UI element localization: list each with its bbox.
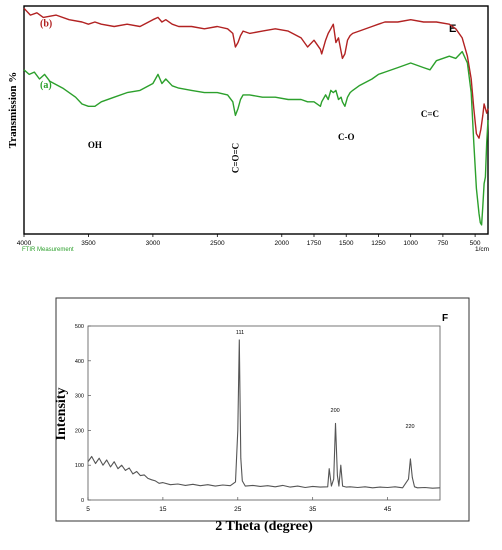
ftir-x-tick-label: 2500	[210, 240, 225, 247]
ftir-x-tick-label: 750	[437, 240, 448, 247]
xrd-peak-label: 200	[331, 408, 340, 414]
xrd-x-axis-label: 2 Theta (degree)	[215, 519, 313, 534]
ftir-series-label-b: (b)	[40, 18, 52, 29]
ftir-footer: FTIR Measurement	[22, 247, 74, 253]
ftir-annotation: C=C	[421, 109, 439, 119]
xrd-x-tick-label: 15	[159, 506, 167, 513]
xrd-x-tick-label: 35	[309, 506, 317, 513]
xrd-y-axis-label: Intensity	[54, 388, 69, 441]
ftir-x-tick-label: 1250	[371, 240, 386, 247]
ftir-x-tick-label: 4000	[17, 240, 32, 247]
xrd-x-ticks: 5 15 25 35 45	[86, 497, 392, 513]
ftir-series-line-a	[23, 50, 489, 226]
ftir-series-line-b	[23, 7, 489, 139]
ftir-plot-frame	[23, 5, 489, 235]
xrd-peak-labels: 111 200 220	[236, 330, 415, 430]
xrd-y-tick-label: 0	[81, 498, 84, 504]
ftir-x-tick-label: 3500	[81, 240, 96, 247]
xrd-y-tick-label: 500	[75, 324, 84, 330]
xrd-x-tick-label: 5	[86, 506, 90, 513]
xrd-y-tick-label: 200	[75, 428, 84, 434]
ftir-x-unit: 1/cm	[475, 246, 489, 253]
ftir-chart: E Transmission % 4000 3500 3000 2500 2000 175…	[7, 5, 489, 253]
ftir-x-tick-label: 3000	[146, 240, 161, 247]
ftir-x-tick-label: 500	[470, 240, 481, 247]
xrd-plot-frame	[87, 325, 441, 501]
xrd-x-tick-label: 25	[234, 506, 242, 513]
ftir-x-ticks: 4000 3500 3000 2500 2000 1750 1500 1250 1000 750 5…	[17, 234, 481, 247]
xrd-y-tick-label: 100	[75, 463, 84, 469]
ftir-annotation: C=O=C	[230, 143, 240, 173]
xrd-y-tick-label: 300	[75, 394, 84, 400]
ftir-x-tick-label: 2000	[275, 240, 290, 247]
xrd-panel-label: F	[442, 313, 448, 324]
ftir-x-tick-label: 1500	[339, 240, 354, 247]
xrd-series-line	[87, 339, 441, 489]
xrd-y-tick-label: 400	[75, 359, 84, 365]
ftir-x-tick-label: 1750	[307, 240, 322, 247]
xrd-x-tick-label: 45	[384, 506, 392, 513]
xrd-peak-label: 111	[236, 330, 244, 336]
xrd-peak-label: 220	[405, 424, 414, 430]
ftir-y-axis-label: Transmission %	[7, 72, 19, 149]
ftir-annotation: OH	[88, 140, 102, 150]
ftir-panel-label: E	[449, 23, 456, 35]
xrd-chart: F Intensity 2 Theta (degree) 0 100 200 300 4…	[54, 297, 470, 534]
ftir-series-group: (b) (a)	[23, 7, 489, 226]
xrd-series-group	[87, 339, 441, 489]
ftir-annotation: C-O	[338, 132, 355, 142]
ftir-annotations: OH C=O=C C-O C=C	[88, 109, 439, 173]
ftir-x-tick-label: 1000	[403, 240, 418, 247]
ftir-series-label-a: (a)	[40, 80, 52, 91]
xrd-y-ticks: 0 100 200 300 400 500	[75, 324, 91, 504]
